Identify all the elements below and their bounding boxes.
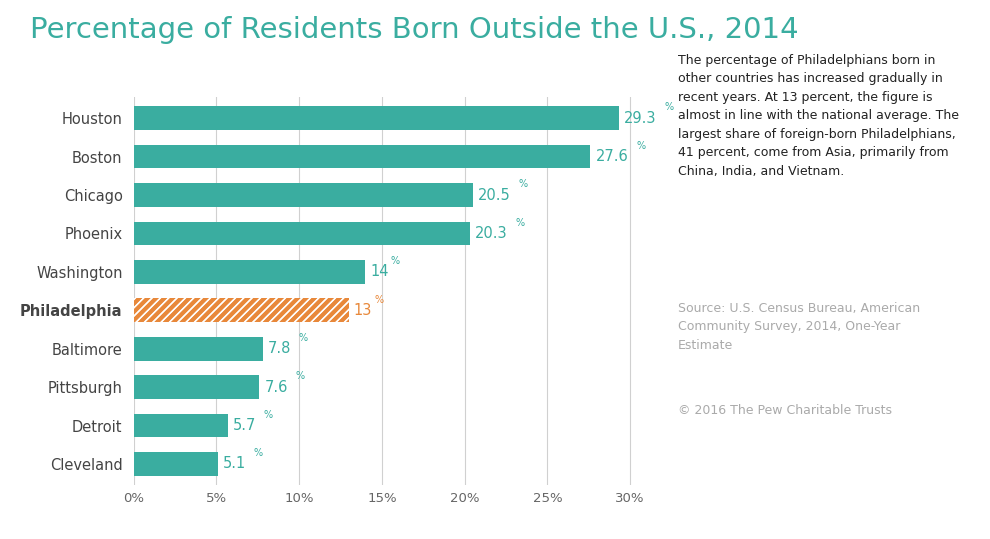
Text: 29.3: 29.3 [624, 110, 656, 126]
Bar [134, 144, 590, 169]
Text: %: % [374, 294, 383, 305]
Text: %: % [295, 371, 304, 382]
Bar [134, 106, 619, 130]
Text: 5.1: 5.1 [223, 457, 247, 472]
Text: 14: 14 [370, 264, 389, 279]
Text: %: % [391, 256, 400, 266]
Bar [134, 222, 469, 245]
Bar [134, 452, 218, 476]
Bar [134, 375, 259, 399]
Text: %: % [637, 141, 645, 151]
Bar [134, 144, 590, 169]
Text: 5.7: 5.7 [233, 418, 256, 433]
Text: %: % [664, 102, 674, 113]
Text: Percentage of Residents Born Outside the U.S., 2014: Percentage of Residents Born Outside the… [30, 16, 798, 44]
Bar [134, 183, 473, 207]
Bar [134, 260, 365, 284]
Text: %: % [263, 410, 273, 420]
Bar [134, 337, 262, 361]
Bar [134, 299, 348, 322]
Bar [134, 183, 473, 207]
Text: © 2016 The Pew Charitable Trusts: © 2016 The Pew Charitable Trusts [678, 404, 892, 417]
Bar [134, 413, 228, 438]
Bar [134, 337, 262, 361]
Text: %: % [519, 179, 528, 189]
Text: Source: U.S. Census Bureau, American
Community Survey, 2014, One-Year
Estimate: Source: U.S. Census Bureau, American Com… [678, 302, 921, 352]
Text: 20.3: 20.3 [474, 226, 507, 241]
Text: %: % [516, 218, 525, 227]
Bar [134, 375, 259, 399]
Text: %: % [299, 333, 308, 343]
Text: 7.6: 7.6 [264, 379, 288, 395]
Text: 20.5: 20.5 [478, 188, 511, 203]
Bar [134, 299, 348, 322]
Bar [134, 260, 365, 284]
Text: %: % [253, 448, 263, 458]
Bar [134, 106, 619, 130]
Bar [134, 413, 228, 438]
Text: 7.8: 7.8 [267, 341, 291, 356]
Bar [134, 222, 469, 245]
Bar [134, 299, 348, 322]
Text: The percentage of Philadelphians born in
other countries has increased gradually: The percentage of Philadelphians born in… [678, 54, 959, 178]
Bar [134, 299, 348, 322]
Bar [134, 452, 218, 476]
Text: 13: 13 [353, 303, 372, 318]
Text: 27.6: 27.6 [595, 149, 629, 164]
